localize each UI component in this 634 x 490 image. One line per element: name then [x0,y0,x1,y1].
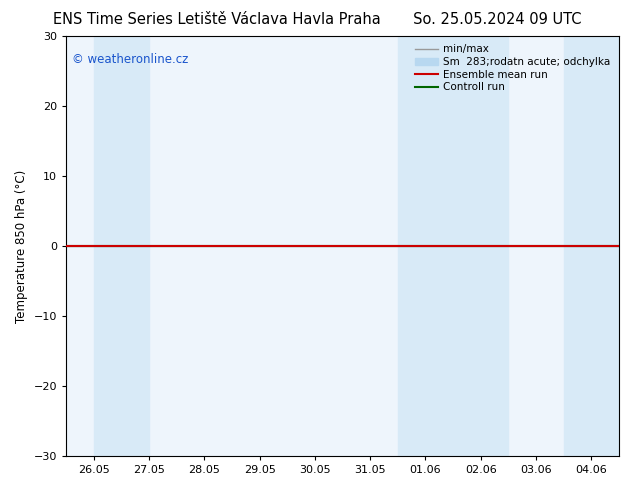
Legend: min/max, Sm  283;rodatn acute; odchylka, Ensemble mean run, Controll run: min/max, Sm 283;rodatn acute; odchylka, … [412,41,614,96]
Text: © weatheronline.cz: © weatheronline.cz [72,53,188,66]
Bar [94,36,149,456]
Bar [398,36,508,456]
Y-axis label: Temperature 850 hPa (°C): Temperature 850 hPa (°C) [15,170,28,323]
Bar [564,36,619,456]
Text: ENS Time Series Letiště Václava Havla Praha       So. 25.05.2024 09 UTC: ENS Time Series Letiště Václava Havla Pr… [53,12,581,27]
